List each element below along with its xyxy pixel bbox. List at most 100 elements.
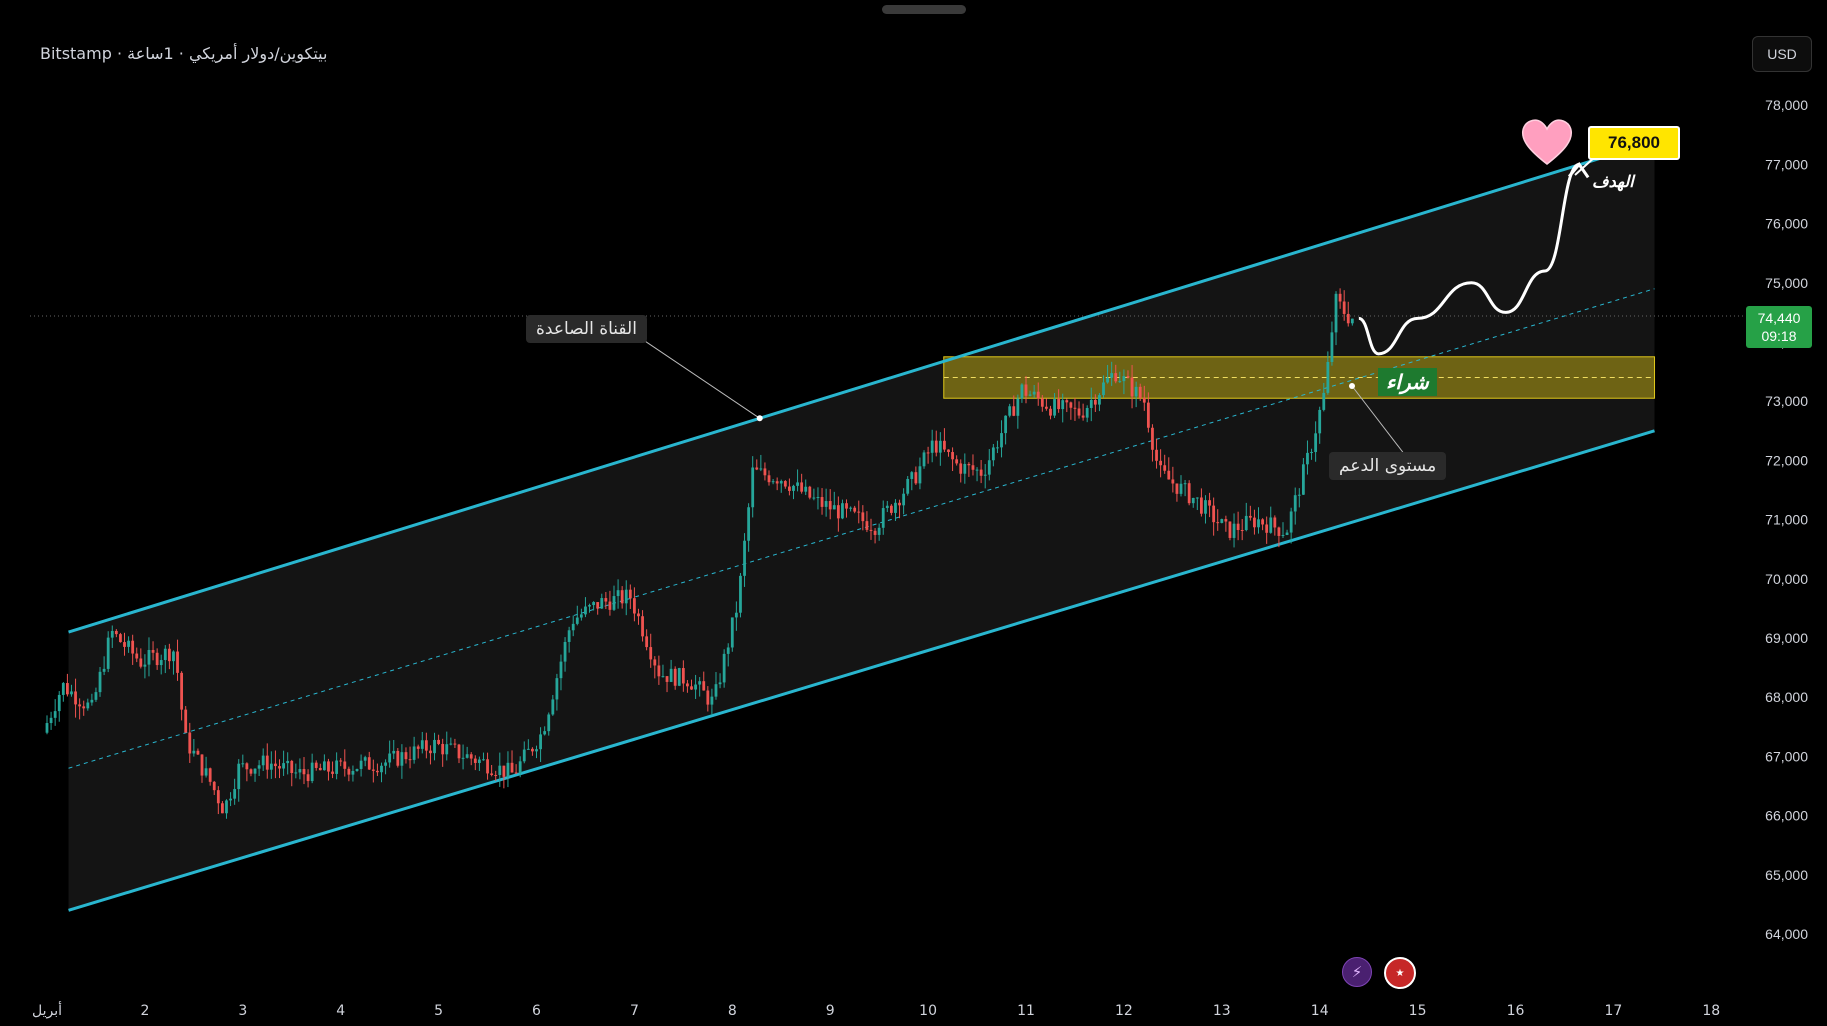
candle-body: [1077, 408, 1081, 416]
candle: [139, 648, 143, 669]
candle: [1277, 526, 1281, 548]
candle: [653, 656, 657, 679]
candle: [1191, 497, 1195, 508]
candle-body: [135, 653, 139, 659]
x-tick-label: 10: [919, 1003, 937, 1019]
candle-body: [869, 529, 873, 531]
candle: [922, 450, 926, 469]
candle: [987, 449, 991, 481]
candle-body: [310, 762, 314, 782]
candle: [1273, 515, 1277, 536]
candle: [94, 687, 98, 702]
candle-body: [61, 683, 65, 695]
candle: [1040, 395, 1044, 412]
candle-body: [408, 759, 412, 761]
candle-body: [147, 649, 151, 665]
candle: [686, 680, 689, 693]
candle: [637, 608, 640, 625]
currency-button[interactable]: USD: [1752, 36, 1812, 72]
candle: [188, 722, 192, 763]
x-tick-label: 12: [1115, 1003, 1133, 1019]
channel-lower-line: [68, 429, 1655, 912]
candle: [926, 446, 930, 464]
candle: [131, 634, 135, 665]
candle-body: [396, 750, 400, 766]
candle: [376, 763, 379, 777]
candle-body: [302, 769, 306, 775]
candle: [380, 762, 383, 783]
candle-body: [188, 732, 192, 754]
candle: [600, 593, 604, 609]
candle: [347, 766, 351, 782]
candle-body: [796, 482, 799, 486]
candle-body: [184, 709, 188, 733]
candle: [1326, 351, 1330, 395]
candle-body: [1130, 377, 1134, 397]
candle-body: [1036, 391, 1040, 399]
candle-body: [1232, 523, 1236, 538]
candle-body: [327, 761, 330, 772]
candle-body: [86, 702, 90, 709]
candle-body: [322, 761, 326, 771]
candle-body: [1220, 519, 1224, 523]
candle: [1281, 522, 1285, 539]
channel-label-leader: [629, 330, 760, 419]
candle-body: [673, 668, 677, 686]
candle-body: [1122, 376, 1126, 382]
candle-body: [1142, 397, 1146, 403]
candle-body: [1085, 407, 1089, 418]
candle: [1240, 518, 1244, 541]
candle-body: [906, 478, 910, 494]
candle: [1248, 505, 1252, 521]
candle-body: [82, 706, 86, 709]
candle-body: [1118, 381, 1122, 383]
candle: [535, 745, 538, 759]
candle: [192, 738, 196, 757]
candle-body: [1265, 524, 1269, 533]
projection-line: [1358, 162, 1580, 356]
candle-body: [241, 763, 245, 765]
candle: [1342, 290, 1346, 321]
candle-body: [339, 760, 343, 762]
candle: [176, 639, 179, 681]
candle: [265, 743, 269, 779]
candle-body: [490, 773, 494, 776]
candle: [943, 428, 946, 453]
candle: [237, 759, 241, 802]
candle: [951, 447, 954, 472]
y-tick-label: 77,000: [1765, 156, 1808, 172]
candle-body: [1293, 495, 1297, 512]
us-flag-icon[interactable]: ★: [1384, 957, 1416, 989]
candle-body: [253, 768, 257, 774]
candle-body: [983, 474, 987, 476]
candle-body: [1000, 433, 1003, 448]
candle-body: [702, 681, 706, 691]
candle-body: [1244, 515, 1248, 531]
candle: [934, 430, 938, 457]
flash-icon[interactable]: ⚡: [1342, 957, 1372, 987]
candle-body: [1110, 373, 1114, 378]
candle: [902, 488, 906, 515]
candle: [673, 666, 677, 690]
candle-body: [522, 749, 526, 762]
drag-handle[interactable]: [882, 5, 966, 14]
last-price-badge: 74,440 09:18: [1746, 306, 1812, 348]
candle: [1289, 507, 1293, 544]
candle-body: [1073, 407, 1077, 409]
candle-body: [98, 671, 102, 693]
candle: [371, 759, 375, 783]
candle-body: [433, 739, 436, 754]
candle-body: [155, 652, 159, 666]
candle: [1053, 393, 1056, 419]
candle-body: [1163, 465, 1167, 471]
candle: [355, 768, 359, 772]
candle-body: [726, 647, 730, 654]
candle-body: [416, 746, 420, 749]
candle: [441, 738, 445, 767]
candle-body: [710, 696, 714, 705]
candles: [45, 288, 1354, 819]
candle: [531, 747, 534, 756]
candle-body: [1236, 523, 1240, 531]
candle: [918, 457, 922, 490]
